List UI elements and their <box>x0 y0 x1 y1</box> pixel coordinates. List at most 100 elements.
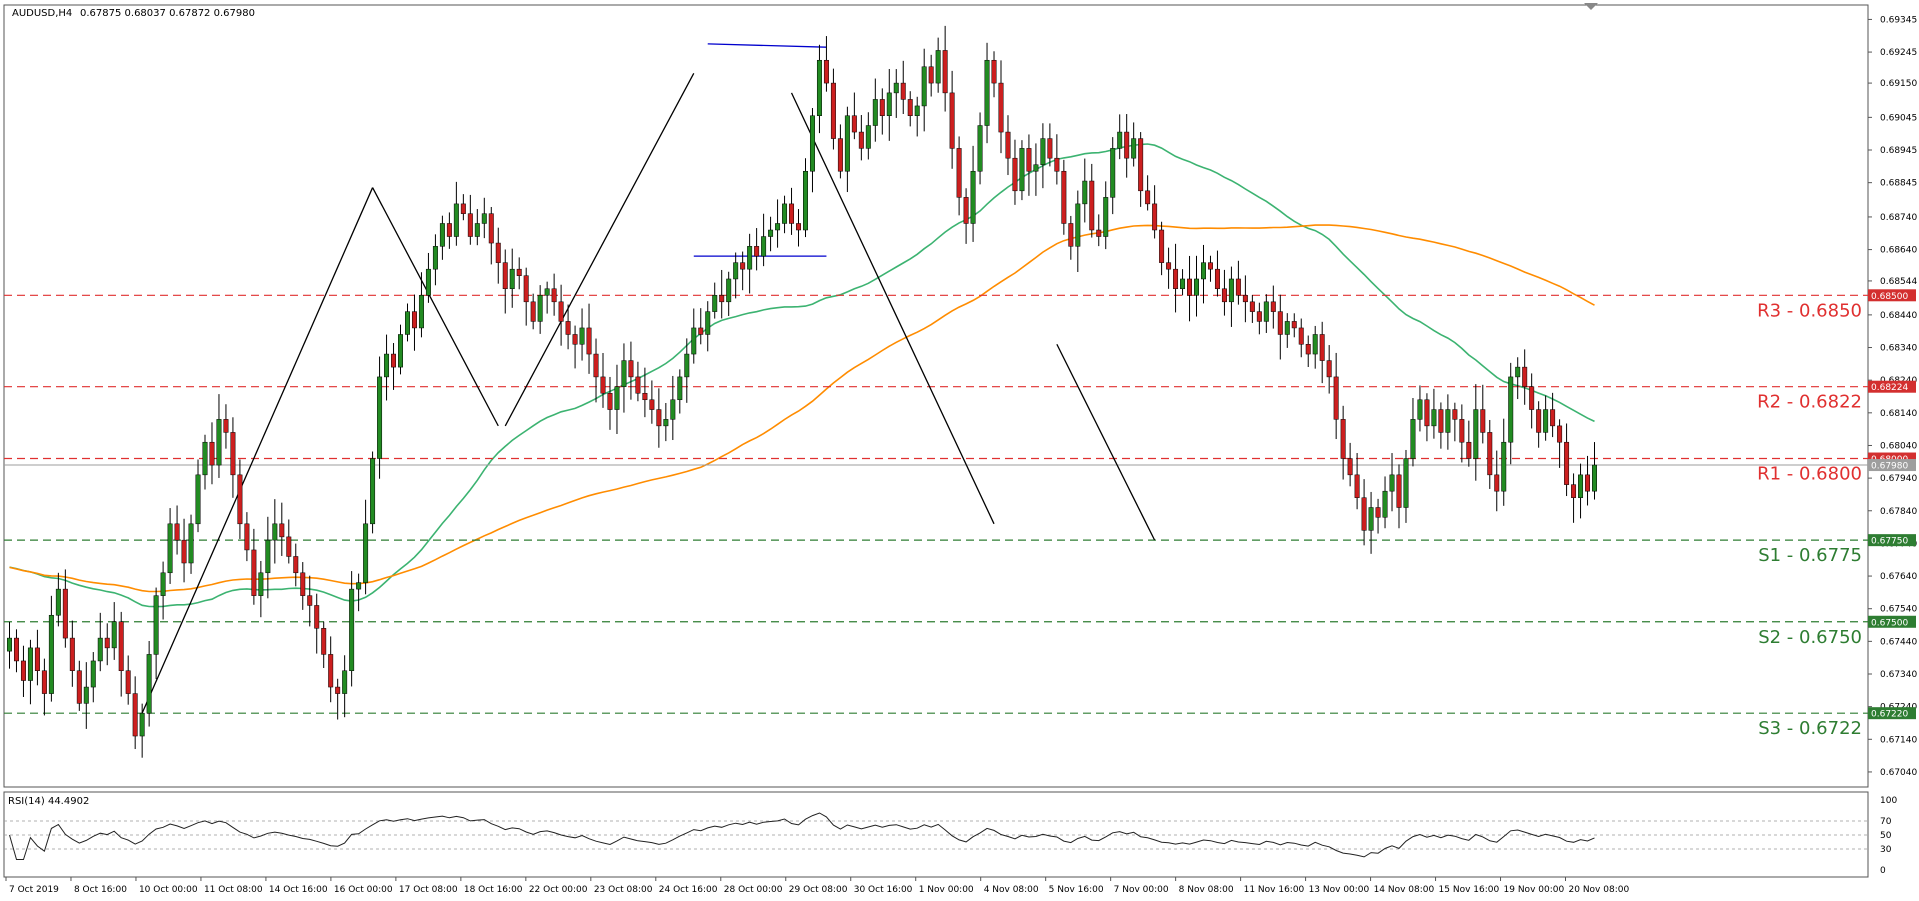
candle <box>1438 409 1444 433</box>
candle <box>1571 484 1577 498</box>
candle <box>1026 148 1032 172</box>
candle <box>1431 409 1437 427</box>
candle <box>558 301 564 322</box>
candle <box>956 148 962 198</box>
level-tag <box>1868 615 1916 628</box>
candle <box>1019 148 1025 192</box>
price-tick-label: 0.67140 <box>1880 735 1917 745</box>
candle <box>405 311 410 335</box>
time-tick-label: 20 Nov 08:00 <box>1569 885 1630 895</box>
candle <box>921 66 927 107</box>
candle <box>782 203 788 224</box>
candle <box>398 334 403 368</box>
candle <box>733 262 739 280</box>
candle <box>1235 278 1241 296</box>
trendline <box>1056 343 1156 541</box>
time-tick-label: 7 Nov 00:00 <box>1114 885 1169 895</box>
candle <box>823 59 829 84</box>
level-tag-text: 0.68224 <box>1871 383 1908 393</box>
candle <box>1522 366 1528 387</box>
candle <box>579 327 585 345</box>
candle <box>1005 131 1011 159</box>
candle <box>1173 268 1179 290</box>
candle <box>740 262 746 270</box>
rsi-panel[interactable] <box>3 791 1869 878</box>
candle <box>446 223 452 237</box>
candle <box>865 125 871 149</box>
candle <box>907 99 913 116</box>
time-tick-label: 13 Nov 00:00 <box>1309 885 1370 895</box>
main-panel[interactable] <box>3 4 1869 788</box>
candle <box>809 115 815 172</box>
candle <box>1228 278 1234 303</box>
candle <box>41 670 47 694</box>
candle <box>370 458 376 525</box>
candle <box>453 203 459 237</box>
candle <box>1340 419 1346 459</box>
candle <box>747 246 753 270</box>
candle <box>391 353 397 368</box>
rsi-level-label: 30 <box>1880 845 1892 855</box>
candle <box>928 66 934 84</box>
candle <box>1494 474 1500 492</box>
candle <box>167 523 173 574</box>
candle <box>516 268 522 276</box>
candle <box>1403 458 1409 508</box>
level-label: S1 - 0.6775 <box>1758 545 1862 566</box>
candle <box>851 115 857 133</box>
candle <box>879 99 885 116</box>
candle <box>335 686 341 694</box>
candle <box>1424 399 1430 427</box>
rsi-label: RSI(14) 44.4902 <box>8 796 89 807</box>
level-tags: 0.685000.682240.680000.677500.675000.672… <box>1868 289 1916 720</box>
candle <box>1354 474 1360 498</box>
candle <box>893 82 899 94</box>
candle <box>1152 203 1158 231</box>
candle <box>1166 262 1172 270</box>
candle <box>789 203 795 224</box>
candle <box>76 670 82 704</box>
candle <box>1452 409 1458 420</box>
time-tick-label: 24 Oct 16:00 <box>659 885 718 895</box>
candle <box>293 556 299 574</box>
candle <box>118 621 124 671</box>
price-tick-label: 0.68640 <box>1880 246 1917 256</box>
candle <box>1284 321 1290 335</box>
candle <box>1131 138 1137 159</box>
candle <box>1543 409 1549 433</box>
price-tick-label: 0.67840 <box>1880 507 1917 517</box>
candle <box>970 170 976 224</box>
rsi-indicator: 100 70 50 30 0 <box>4 796 1897 876</box>
candle <box>1249 301 1255 312</box>
candle <box>586 327 592 355</box>
candle <box>48 614 54 694</box>
candle <box>830 82 836 139</box>
candle <box>1291 321 1297 329</box>
candle <box>467 213 473 237</box>
candle <box>488 213 494 244</box>
candle <box>621 360 627 387</box>
candle <box>900 82 906 100</box>
candle <box>1068 223 1074 247</box>
time-tick-label: 8 Nov 08:00 <box>1179 885 1234 895</box>
level-tag <box>1868 380 1916 393</box>
candle <box>600 376 606 394</box>
candle <box>481 213 487 224</box>
candle <box>698 327 704 335</box>
candle <box>195 474 201 525</box>
candle <box>677 376 683 401</box>
candle <box>1201 262 1206 280</box>
time-tick-label: 28 Oct 00:00 <box>724 885 783 895</box>
candle <box>963 197 969 224</box>
support-resistance-levels <box>4 294 1868 714</box>
candle <box>1242 295 1248 303</box>
candle <box>614 386 620 410</box>
time-tick-label: 11 Oct 08:00 <box>204 885 263 895</box>
candle <box>1159 229 1165 263</box>
candle <box>1117 131 1123 149</box>
candle <box>1529 386 1535 410</box>
trendlines <box>141 43 1156 714</box>
candle <box>432 246 438 270</box>
time-tick-label: 1 Nov 00:00 <box>919 885 974 895</box>
